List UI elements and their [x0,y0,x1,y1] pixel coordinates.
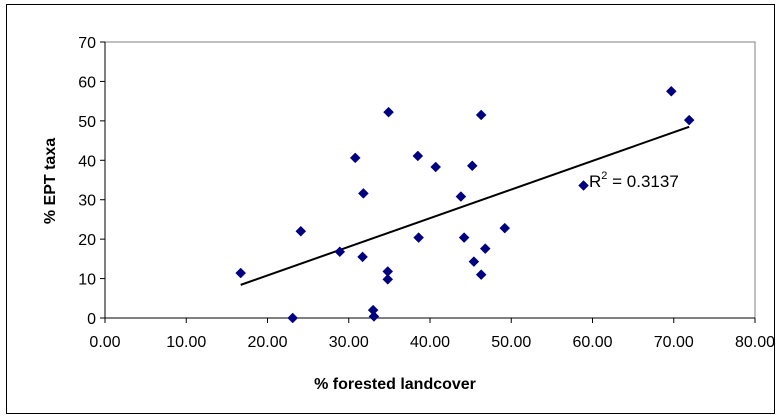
chart-frame: 0 10 20 30 40 50 60 70 0.00 10.00 20.00 30.00 40.00 5… [6,4,775,414]
r-squared-value: = 0.3137 [607,172,678,191]
data-point [358,188,369,199]
y-tick-label: 20 [78,232,96,249]
data-point [468,256,480,267]
x-tick-label: 30.00 [329,334,369,351]
data-point [383,106,394,118]
data-point [287,312,299,324]
data-point [295,225,307,237]
y-tick-label: 60 [78,74,96,91]
x-tick-label: 40.00 [410,334,450,351]
y-tick-label: 30 [78,193,96,210]
data-point [475,269,487,280]
y-tick-label: 0 [87,311,96,328]
x-tick-label: 70.00 [654,334,694,351]
x-tick-label: 0.00 [89,334,120,351]
trendline-group [240,125,690,286]
trendline [240,125,690,286]
data-point [357,251,368,263]
data-point [413,232,424,243]
data-point [412,150,424,162]
data-point [499,222,511,234]
r-squared-annotation: R2 = 0.3137 [589,170,679,191]
data-point [235,267,247,279]
y-tick-label: 40 [78,153,96,170]
data-point [455,191,467,202]
data-point [430,161,442,173]
y-tick-label: 50 [78,114,96,131]
y-tick-label: 10 [78,272,96,289]
y-tick-label: 70 [78,35,96,52]
tick-labels: 0 10 20 30 40 50 60 70 0.00 10.00 20.00 30.00 40.00 5… [78,35,775,351]
data-point [334,246,346,258]
data-point [382,274,394,285]
y-axis-label: % EPT taxa [42,138,59,224]
data-points [235,85,695,324]
r-squared-base: R [589,172,601,191]
x-tick-label: 60.00 [572,334,612,351]
data-point [683,114,695,126]
data-point [349,152,361,164]
data-point [458,232,470,243]
x-tick-label: 20.00 [247,334,287,351]
data-point [368,311,380,322]
data-point [475,109,487,121]
data-point [665,85,677,97]
r-squared-superscript: 2 [601,170,607,182]
data-point [578,180,589,191]
scatter-chart: 0 10 20 30 40 50 60 70 0.00 10.00 20.00 30.00 40.00 5… [42,35,775,393]
x-tick-label: 80.00 [735,334,775,351]
axes [100,41,756,323]
x-tick-label: 10.00 [166,334,206,351]
data-point [479,243,491,254]
data-point [466,160,478,172]
x-axis-label: % forested landcover [314,376,476,393]
x-tick-label: 50.00 [491,334,531,351]
